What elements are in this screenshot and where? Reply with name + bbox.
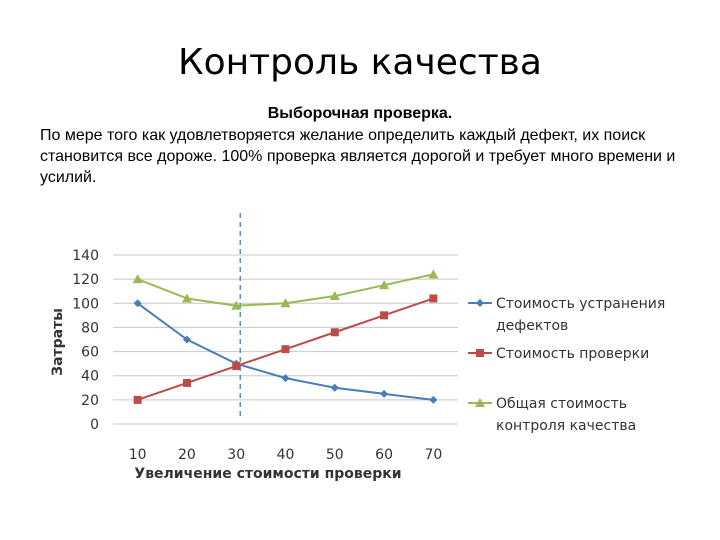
- data-point: [475, 398, 485, 407]
- y-tick-label: 140: [72, 248, 99, 264]
- slide-subtitle: Выборочная проверка.: [267, 105, 453, 122]
- y-tick-label: 20: [81, 393, 99, 409]
- data-point: [329, 291, 340, 301]
- x-axis-title: Увеличение стоимости проверки: [134, 466, 401, 482]
- y-axis-title: Затраты: [50, 308, 66, 376]
- data-point: [476, 349, 484, 357]
- data-point: [380, 311, 389, 320]
- legend-item-1: Стоимость устранения дефектов: [468, 296, 665, 334]
- data-point: [182, 335, 191, 344]
- data-point: [281, 345, 290, 354]
- chart-series: [132, 269, 439, 404]
- legend-label: Стоимость проверки: [496, 346, 649, 362]
- data-point: [429, 294, 438, 303]
- data-point: [181, 293, 192, 303]
- y-tick-label: 120: [72, 272, 99, 288]
- data-point: [182, 378, 191, 387]
- data-point: [281, 374, 290, 383]
- x-tick-label: 30: [227, 447, 245, 463]
- y-tick-label: 40: [81, 369, 99, 385]
- y-tick-label: 80: [81, 320, 99, 336]
- slide-title: Контроль качества: [178, 42, 542, 83]
- data-point: [133, 299, 142, 308]
- x-tick-label: 70: [424, 447, 442, 463]
- x-tick-label: 60: [375, 447, 393, 463]
- data-point: [429, 395, 438, 404]
- data-point: [330, 383, 339, 392]
- data-point: [380, 389, 389, 398]
- slide-body-text: По мере того как удовлетворяется желание…: [40, 127, 676, 186]
- legend-label: дефектов: [496, 318, 568, 334]
- y-tick-label: 100: [72, 296, 99, 312]
- series-3: [132, 269, 439, 310]
- legend-label: Общая стоимость: [496, 396, 627, 412]
- data-point: [330, 328, 339, 337]
- data-point: [132, 274, 143, 284]
- data-point: [476, 299, 484, 307]
- legend-label: Стоимость устранения: [496, 296, 665, 312]
- series-1: [133, 299, 438, 404]
- data-point: [133, 395, 142, 404]
- x-tick-label: 40: [277, 447, 295, 463]
- y-tick-label: 60: [81, 345, 99, 361]
- data-point: [232, 362, 241, 371]
- x-tick-label: 10: [129, 447, 147, 463]
- series-2: [133, 294, 438, 404]
- data-point: [428, 269, 439, 279]
- legend-item-2: Стоимость проверки: [468, 346, 649, 362]
- y-axis-ticks: 0 20 40 60 80 100 120 140: [72, 248, 99, 433]
- legend-item-3: Общая стоимость контроля качества: [468, 396, 636, 434]
- data-point: [379, 280, 390, 290]
- x-tick-label: 20: [178, 447, 196, 463]
- y-tick-label: 0: [90, 417, 99, 433]
- data-point: [231, 300, 242, 310]
- x-axis-ticks: 10 20 30 40 50 60 70: [129, 447, 443, 463]
- x-tick-label: 50: [326, 447, 344, 463]
- data-point: [280, 298, 291, 308]
- chart-legend: Стоимость устранения дефектов Стоимость пр…: [468, 296, 665, 434]
- legend-label: контроля качества: [496, 418, 636, 434]
